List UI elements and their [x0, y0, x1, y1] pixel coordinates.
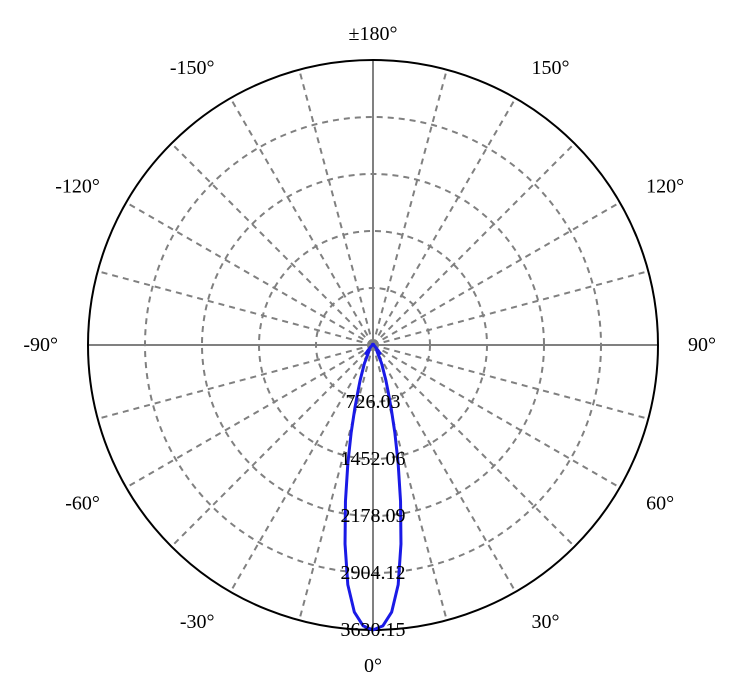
radial-tick-label: 3630.15 — [341, 619, 406, 641]
radial-tick-label: 2904.12 — [341, 562, 406, 584]
radial-tick-label: 2178.09 — [341, 505, 406, 527]
angle-tick-label: -150° — [170, 57, 215, 79]
angle-tick-label: 90° — [688, 334, 716, 356]
radial-tick-label: 726.03 — [346, 391, 401, 413]
angle-tick-label: 0° — [364, 655, 382, 677]
angle-tick-label: -60° — [65, 493, 100, 515]
angle-tick-label: 120° — [646, 176, 684, 198]
angle-tick-label: -30° — [180, 611, 215, 633]
angle-tick-label: 150° — [532, 57, 570, 79]
angle-tick-label: -120° — [55, 176, 100, 198]
angle-tick-label: ±180° — [349, 23, 398, 45]
angle-tick-label: 60° — [646, 493, 674, 515]
polar-chart-container: 726.03 1452.06 2178.09 2904.12 3630.15 ±180° 1… — [0, 0, 747, 684]
radial-tick-label: 1452.06 — [341, 448, 406, 470]
angle-tick-label: -90° — [23, 334, 58, 356]
polar-chart-svg: 726.03 1452.06 2178.09 2904.12 3630.15 ±180° 1… — [0, 0, 747, 684]
angle-tick-label: 30° — [532, 611, 560, 633]
